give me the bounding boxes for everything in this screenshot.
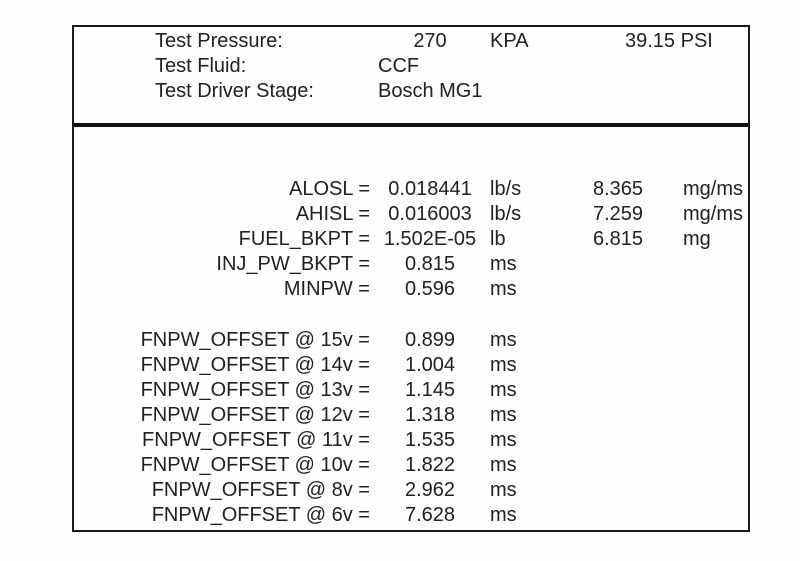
parameter-row: FUEL_BKPT = 1.502E-05 lb 6.815 mg <box>74 227 748 252</box>
test-driver-stage-unit <box>482 79 582 104</box>
offset-value: 7.628 <box>404 504 456 526</box>
test-fluid-extra <box>582 54 748 79</box>
header-row: Test Fluid: CCF <box>74 54 748 79</box>
offset-row: FNPW_OFFSET @ 8v = 2.962 ms <box>74 478 748 503</box>
offset-unit: ms <box>490 504 517 526</box>
parameter-unit-metric: mg/ms <box>683 178 743 200</box>
parameter-label: MINPW = <box>283 278 370 300</box>
parameter-value: 0.016003 <box>388 203 472 225</box>
offset-label: FNPW_OFFSET @ 8v = <box>151 479 370 501</box>
parameter-value: 0.815 <box>404 253 456 275</box>
offset-value: 2.962 <box>404 479 456 501</box>
offset-value: 1.004 <box>404 354 456 376</box>
data-section: ALOSL = 0.018441 lb/s 8.365 mg/ms AHISL … <box>74 127 748 528</box>
test-pressure-unit: KPA <box>490 30 529 52</box>
offset-label: FNPW_OFFSET @ 12v = <box>140 404 370 426</box>
parameter-value-metric: 7.259 <box>592 203 644 225</box>
test-pressure-label: Test Pressure: <box>155 30 283 52</box>
offset-row: FNPW_OFFSET @ 13v = 1.145 ms <box>74 378 748 403</box>
test-pressure-value: 270 <box>413 30 447 52</box>
parameter-value-metric: 8.365 <box>592 178 644 200</box>
parameter-unit-metric <box>654 277 748 302</box>
offset-label: FNPW_OFFSET @ 10v = <box>140 454 370 476</box>
parameter-row: AHISL = 0.016003 lb/s 7.259 mg/ms <box>74 202 748 227</box>
header-row: Test Driver Stage: Bosch MG1 <box>74 79 748 104</box>
test-fluid-unit <box>482 54 582 79</box>
parameter-unit-metric <box>654 252 748 277</box>
offset-row: FNPW_OFFSET @ 15v = 0.899 ms <box>74 328 748 353</box>
offset-label: FNPW_OFFSET @ 11v = <box>142 429 370 451</box>
header-section: Test Pressure: 270 KPA 39.15 PSI Test Fl… <box>74 27 748 123</box>
offset-row: FNPW_OFFSET @ 14v = 1.004 ms <box>74 353 748 378</box>
parameter-row: ALOSL = 0.018441 lb/s 8.365 mg/ms <box>74 177 748 202</box>
parameter-unit-metric: mg <box>683 228 711 250</box>
parameter-unit: lb/s <box>490 203 522 225</box>
parameter-value: 0.018441 <box>388 178 472 200</box>
offset-unit: ms <box>490 329 517 351</box>
offset-unit: ms <box>490 354 517 376</box>
offset-unit: ms <box>490 479 517 501</box>
section-divider <box>74 123 748 127</box>
offset-row: FNPW_OFFSET @ 12v = 1.318 ms <box>74 403 748 428</box>
test-driver-stage-value: Bosch MG1 <box>378 80 483 102</box>
offset-unit: ms <box>490 429 517 451</box>
test-driver-stage-label: Test Driver Stage: <box>155 80 314 102</box>
group-spacer <box>74 302 748 328</box>
parameter-label: ALOSL = <box>289 178 370 200</box>
parameter-value-metric <box>582 277 654 302</box>
test-driver-stage-extra <box>582 79 748 104</box>
offset-label: FNPW_OFFSET @ 13v = <box>140 379 370 401</box>
offset-value: 1.822 <box>404 454 456 476</box>
offset-row: FNPW_OFFSET @ 6v = 7.628 ms <box>74 503 748 528</box>
offset-unit: ms <box>490 404 517 426</box>
parameter-unit: ms <box>490 253 517 275</box>
parameter-value: 1.502E-05 <box>383 228 477 250</box>
offset-row: FNPW_OFFSET @ 11v = 1.535 ms <box>74 428 748 453</box>
offset-label: FNPW_OFFSET @ 15v = <box>140 329 370 351</box>
test-pressure-psi: 39.15 PSI <box>625 30 713 52</box>
test-fluid-value: CCF <box>378 55 420 77</box>
parameter-label: AHISL = <box>295 203 370 225</box>
parameter-unit: lb <box>490 228 506 250</box>
parameter-value: 0.596 <box>404 278 456 300</box>
parameter-unit: lb/s <box>490 178 522 200</box>
offset-value: 1.318 <box>404 404 456 426</box>
offset-unit: ms <box>490 454 517 476</box>
offset-label: FNPW_OFFSET @ 14v = <box>140 354 370 376</box>
offset-unit: ms <box>490 379 517 401</box>
parameter-value-metric <box>582 252 654 277</box>
offset-row: FNPW_OFFSET @ 10v = 1.822 ms <box>74 453 748 478</box>
offset-value: 1.145 <box>404 379 456 401</box>
offset-label: FNPW_OFFSET @ 6v = <box>151 504 370 526</box>
offset-value: 0.899 <box>404 329 456 351</box>
parameter-row: INJ_PW_BKPT = 0.815 ms <box>74 252 748 277</box>
parameter-unit: ms <box>490 278 517 300</box>
parameter-row: MINPW = 0.596 ms <box>74 277 748 302</box>
parameter-value-metric: 6.815 <box>592 228 644 250</box>
parameter-label: INJ_PW_BKPT = <box>216 253 370 275</box>
test-fluid-label: Test Fluid: <box>155 55 247 77</box>
parameter-label: FUEL_BKPT = <box>238 228 370 250</box>
header-row: Test Pressure: 270 KPA 39.15 PSI <box>74 29 748 54</box>
parameter-unit-metric: mg/ms <box>683 203 743 225</box>
offset-value: 1.535 <box>404 429 456 451</box>
report-frame: Test Pressure: 270 KPA 39.15 PSI Test Fl… <box>72 25 750 532</box>
